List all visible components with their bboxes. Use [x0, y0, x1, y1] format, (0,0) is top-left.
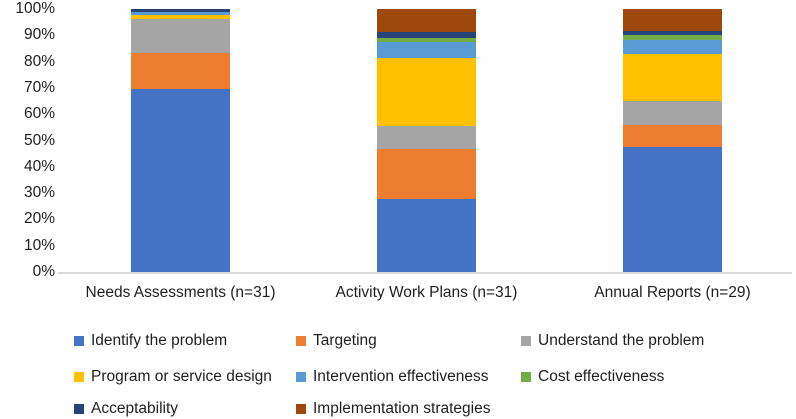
category-label-needs-assessments-n-31: Needs Assessments (n=31) — [85, 284, 276, 301]
legend-swatch-intervention-effectiveness — [296, 371, 306, 382]
legend-swatch-understand-the-problem — [521, 335, 531, 346]
y-tick-label-40: 40% — [23, 157, 55, 175]
legend-item-implementation-strategies: Implementation strategies — [296, 400, 490, 417]
legend-label-intervention-effectiveness: Intervention effectiveness — [313, 368, 489, 385]
legend-swatch-implementation-strategies — [296, 403, 306, 414]
y-tick-label-20: 20% — [23, 210, 55, 228]
y-tick-label-0: 0% — [32, 263, 55, 280]
segment-acceptability — [131, 9, 230, 12]
segment-identify-the-problem — [131, 89, 230, 272]
legend-swatch-acceptability — [74, 403, 84, 414]
segment-intervention-effectiveness — [623, 39, 722, 55]
segment-targeting — [131, 52, 230, 90]
y-tick-label-50: 50% — [23, 131, 55, 149]
bar-activity-work-plans-n-31 — [377, 9, 476, 272]
y-tick-label-100: 100% — [15, 0, 55, 17]
x-axis-line — [58, 272, 792, 274]
segment-understand-the-problem — [131, 19, 230, 53]
y-tick-label-10: 10% — [23, 236, 55, 254]
legend-label-targeting: Targeting — [313, 332, 377, 349]
legend-swatch-identify-the-problem — [74, 335, 84, 346]
legend-label-implementation-strategies: Implementation strategies — [313, 400, 491, 417]
segment-acceptability — [623, 30, 722, 35]
segment-acceptability — [377, 31, 476, 39]
legend-item-targeting: Targeting — [296, 332, 377, 349]
y-tick-label-70: 70% — [23, 78, 55, 96]
segment-targeting — [377, 148, 476, 199]
y-tick-label-80: 80% — [23, 52, 55, 70]
segment-program-or-service-design — [131, 14, 230, 20]
category-label-annual-reports-n-29: Annual Reports (n=29) — [594, 284, 751, 301]
legend-item-understand-the-problem: Understand the problem — [521, 332, 704, 349]
legend-item-identify-the-problem: Identify the problem — [74, 332, 227, 349]
legend-label-cost-effectiveness: Cost effectiveness — [538, 368, 665, 385]
legend-item-intervention-effectiveness: Intervention effectiveness — [296, 368, 489, 385]
bar-annual-reports-n-29 — [623, 9, 722, 272]
legend-label-acceptability: Acceptability — [91, 400, 179, 417]
segment-program-or-service-design — [623, 54, 722, 101]
y-tick-label-30: 30% — [23, 184, 55, 202]
legend-swatch-program-or-service-design — [74, 371, 84, 382]
legend-item-program-or-service-design: Program or service design — [74, 368, 272, 385]
legend-label-identify-the-problem: Identify the problem — [91, 332, 228, 349]
segment-implementation-strategies — [377, 9, 476, 32]
legend-item-acceptability: Acceptability — [74, 400, 178, 417]
segment-understand-the-problem — [377, 125, 476, 149]
segment-targeting — [623, 124, 722, 148]
segment-understand-the-problem — [623, 100, 722, 125]
segment-cost-effectiveness — [377, 38, 476, 43]
segment-intervention-effectiveness — [131, 11, 230, 15]
category-label-activity-work-plans-n-31: Activity Work Plans (n=31) — [335, 284, 518, 301]
y-tick-label-60: 60% — [23, 105, 55, 123]
y-tick-label-90: 90% — [23, 26, 55, 44]
bar-needs-assessments-n-31 — [131, 9, 230, 272]
legend-swatch-targeting — [296, 335, 306, 346]
legend-label-program-or-service-design: Program or service design — [91, 368, 272, 385]
segment-implementation-strategies — [623, 9, 722, 31]
legend-label-understand-the-problem: Understand the problem — [538, 332, 705, 349]
segment-identify-the-problem — [377, 198, 476, 272]
segment-program-or-service-design — [377, 57, 476, 126]
segment-cost-effectiveness — [623, 34, 722, 40]
segment-intervention-effectiveness — [377, 42, 476, 58]
segment-identify-the-problem — [623, 147, 722, 272]
legend-swatch-cost-effectiveness — [521, 371, 531, 382]
legend-item-cost-effectiveness: Cost effectiveness — [521, 368, 664, 385]
